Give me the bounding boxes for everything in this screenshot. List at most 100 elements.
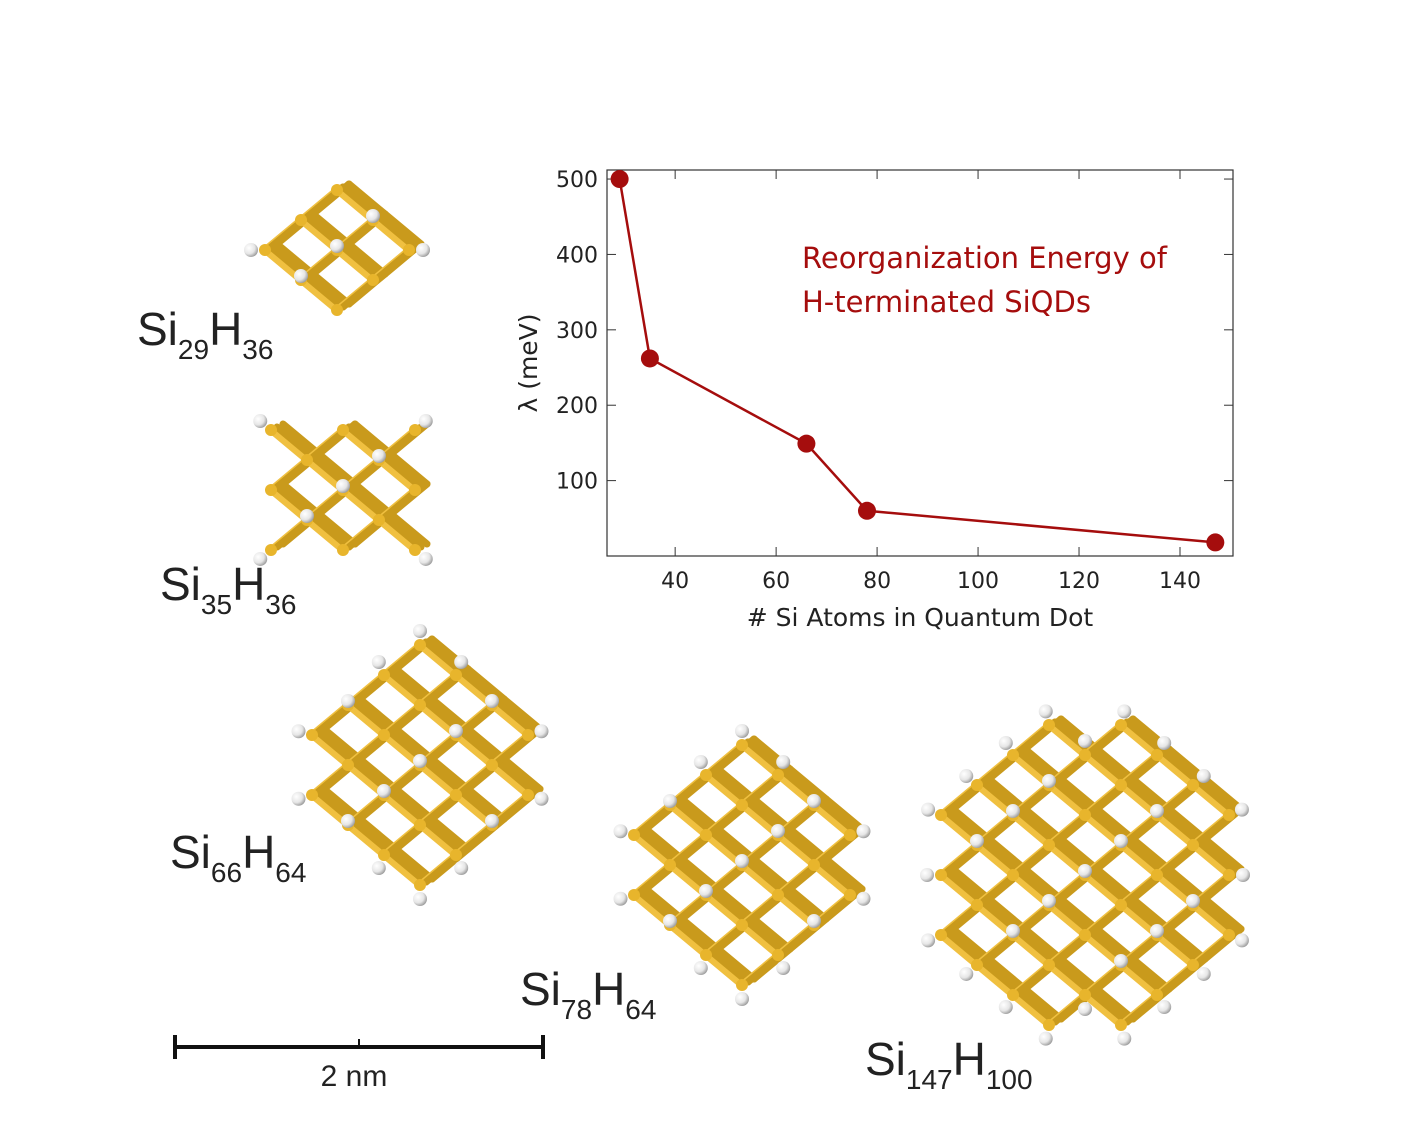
si-bond — [273, 240, 317, 278]
h-atom — [485, 814, 499, 828]
si-bond — [822, 795, 866, 833]
h-atom — [807, 794, 821, 808]
h-atom — [454, 655, 469, 670]
si-bond — [386, 668, 430, 706]
si-atom — [844, 889, 856, 901]
si-bond — [1159, 928, 1203, 966]
si-bond — [1117, 961, 1161, 999]
si-bond — [351, 420, 395, 458]
h-atom — [1038, 704, 1053, 719]
h-atom — [366, 209, 380, 223]
data-point — [857, 501, 876, 520]
si-bond — [714, 825, 758, 863]
si-bond — [1201, 895, 1245, 933]
y-tick-label: 300 — [556, 319, 598, 344]
h-atom — [300, 509, 314, 523]
si-atom — [1115, 899, 1127, 911]
si-atom — [1187, 839, 1199, 851]
si-bond — [774, 831, 818, 869]
si-bond — [985, 955, 1029, 993]
h-atom — [534, 791, 549, 806]
si-bond — [380, 851, 424, 889]
si-atom — [373, 514, 385, 526]
data-point — [640, 349, 659, 368]
si-bond — [428, 695, 472, 733]
plot-frame — [606, 169, 1234, 557]
si-bond — [380, 791, 424, 829]
scale-bar — [173, 1035, 545, 1059]
si-bond — [985, 835, 1029, 873]
si-bond — [1159, 748, 1203, 786]
data-point — [610, 170, 629, 189]
h-atom — [1234, 802, 1249, 817]
si-bond — [356, 695, 400, 733]
h-atom — [959, 966, 974, 981]
si-atom — [1115, 1019, 1127, 1031]
si-bond — [1045, 721, 1089, 759]
si-bond — [1153, 931, 1197, 969]
si-bond — [1093, 985, 1137, 1023]
si-bond — [1201, 805, 1245, 843]
si-bond — [494, 758, 538, 796]
si-bond — [973, 961, 1017, 999]
molecule — [920, 704, 1250, 1046]
h-atom — [418, 551, 433, 566]
h-atom — [1234, 933, 1249, 948]
si-atom — [772, 769, 784, 781]
si-bond — [464, 665, 508, 703]
molecule-label: Si147H100 — [865, 1033, 1033, 1095]
h-atom — [371, 655, 386, 670]
si-bond — [308, 731, 352, 769]
si-bond — [314, 728, 358, 766]
h-atom — [1078, 864, 1092, 878]
h-atom — [1150, 924, 1164, 938]
h-atom — [416, 243, 430, 257]
molecule-subscript: 64 — [625, 994, 656, 1025]
h-atom — [244, 243, 258, 257]
si-bond — [979, 838, 1023, 876]
scale-bar-label: 2 nm — [321, 1060, 388, 1093]
data-line — [618, 178, 1216, 544]
si-atom — [1043, 959, 1055, 971]
si-bond — [943, 868, 987, 906]
molecule-element: H — [242, 826, 275, 878]
h-atom — [613, 824, 628, 839]
si-bond — [297, 276, 341, 314]
x-tick-label: 40 — [661, 569, 689, 594]
si-bond — [416, 761, 460, 799]
si-bond — [744, 738, 788, 776]
molecule — [613, 724, 871, 1006]
si-bond — [375, 516, 419, 554]
h-atom — [253, 414, 268, 429]
si-bond — [356, 815, 400, 853]
si-atom — [450, 789, 462, 801]
si-bond — [375, 456, 419, 494]
molecule-subscript: 64 — [275, 857, 306, 888]
si-bond — [422, 638, 466, 676]
si-bond — [750, 915, 794, 953]
h-atom — [1196, 769, 1211, 784]
h-atom — [1186, 894, 1200, 908]
molecule-subscript: 29 — [178, 334, 209, 365]
data-point — [797, 434, 816, 453]
si-atom — [1151, 749, 1163, 761]
si-atom — [628, 829, 640, 841]
si-atom — [1223, 809, 1235, 821]
si-bond — [386, 788, 430, 826]
si-bond — [810, 801, 854, 839]
si-bond — [488, 761, 532, 799]
si-bond — [750, 855, 794, 893]
molecule-element: Si — [865, 1033, 906, 1085]
si-bond — [636, 828, 680, 866]
molecule-subscript: 147 — [906, 1064, 953, 1095]
h-atom — [921, 802, 936, 817]
molecule-subscript: 36 — [242, 334, 273, 365]
si-bond — [392, 845, 436, 883]
si-atom — [367, 274, 379, 286]
si-atom — [1007, 869, 1019, 881]
h-atom — [1114, 834, 1128, 848]
si-atom — [772, 949, 784, 961]
si-bond — [1045, 901, 1089, 939]
h-atom — [998, 735, 1013, 750]
